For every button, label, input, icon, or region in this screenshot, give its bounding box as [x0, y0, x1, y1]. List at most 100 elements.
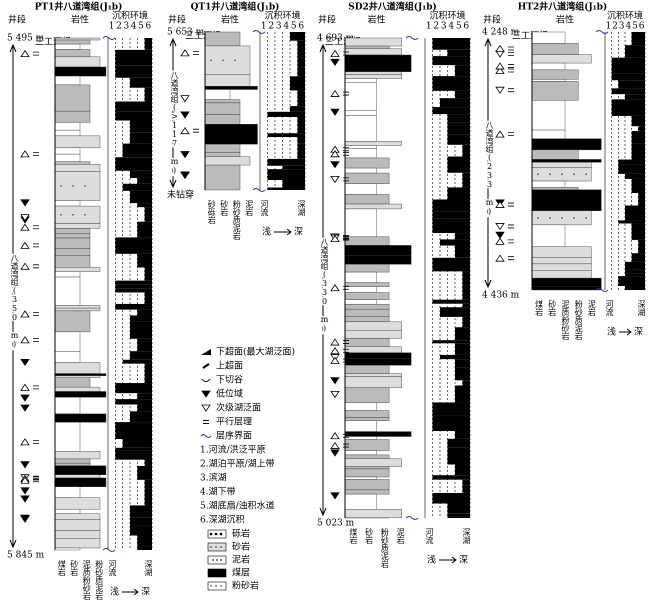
env-fill [432, 299, 470, 304]
arrow-head [169, 37, 177, 189]
lith-layer [344, 352, 412, 359]
lith-label: 泥岩 [245, 200, 254, 217]
lith-layer [531, 159, 602, 163]
env-fill [638, 239, 645, 254]
lith-layer [54, 386, 101, 392]
lith-layer [344, 167, 377, 174]
symbol [495, 62, 505, 70]
env-fill [115, 303, 152, 310]
symbol [180, 111, 190, 119]
env-fill [144, 267, 152, 281]
lith-layer [344, 329, 402, 339]
env-fill [611, 88, 645, 95]
env-fill [115, 111, 152, 121]
legend-text: 次级湖泛面 [216, 402, 261, 414]
lith-layer [54, 66, 107, 77]
env-fill [267, 111, 305, 117]
env-fill [130, 321, 152, 339]
env-fill [137, 465, 152, 480]
env-fill [432, 199, 470, 212]
parallel [343, 151, 349, 156]
parallel [343, 348, 349, 353]
header: 岩性 [556, 14, 574, 26]
dot [209, 532, 213, 536]
lith-layer [204, 124, 258, 145]
lith-layer [54, 413, 107, 423]
symbol [330, 58, 340, 67]
legend-text: 层序界面 [216, 430, 252, 442]
sym [200, 434, 212, 438]
lith-layer [54, 129, 81, 137]
lith-layer [54, 375, 101, 378]
header: 岩性 [71, 14, 89, 26]
scale-label: 1 [605, 22, 611, 32]
parallel [343, 236, 349, 240]
lith-layer [54, 147, 81, 155]
lith-layer [344, 54, 412, 73]
env-fill [618, 80, 645, 89]
symbol [495, 86, 505, 94]
env-fill [447, 134, 470, 145]
lith-label: 泥岩 [396, 528, 405, 545]
env-fill [122, 143, 152, 158]
symbol [330, 377, 340, 385]
lith-layer [344, 286, 377, 293]
parallel [33, 243, 39, 248]
env-label: 深湖 [637, 300, 646, 317]
symbol [20, 310, 30, 318]
lith-layer [344, 271, 377, 283]
symbol [20, 336, 30, 344]
lith-layer [344, 141, 402, 146]
symbol [20, 495, 30, 503]
scale-label: 3 [619, 22, 625, 32]
lith-layer [531, 138, 602, 151]
scale-label: 6 [639, 22, 645, 32]
lith-label: 泥质粉砂岩 [561, 300, 570, 341]
sand-dot [573, 217, 575, 219]
lith-layer [54, 164, 101, 172]
env-fill [440, 98, 470, 108]
env-fill [137, 404, 152, 412]
lith-layer [54, 237, 91, 249]
env-fill [144, 292, 152, 304]
env-fill [130, 120, 152, 133]
parallel [508, 88, 514, 93]
symbol [330, 175, 340, 184]
env-fill [432, 38, 470, 50]
parallel [508, 68, 514, 73]
env-fill [144, 87, 152, 102]
env-label: 河流 [605, 299, 614, 317]
lith-layer [531, 79, 566, 82]
env-fill [455, 464, 470, 476]
lith-layer [531, 187, 579, 190]
env-fill [432, 415, 470, 432]
lith-layer [54, 508, 81, 514]
sand-dot [234, 59, 236, 62]
env-fill [130, 77, 152, 88]
lith-layer [54, 519, 101, 531]
parallel [508, 239, 514, 244]
env-fill [144, 377, 152, 384]
env-fill [130, 505, 152, 518]
lith-layer [531, 62, 566, 71]
env-fill [115, 157, 152, 171]
symbol [20, 262, 30, 270]
legend-text: 泥岩 [232, 554, 250, 566]
lith-layer [344, 303, 390, 310]
symbol [330, 492, 340, 500]
header: 沉积环境 [429, 10, 465, 22]
env-fill [290, 32, 305, 41]
header: 井段 [318, 14, 336, 26]
env-fill [115, 399, 152, 405]
env-fill [462, 479, 470, 486]
lith-layer [54, 200, 81, 207]
lith-label: 砂岩 [365, 527, 374, 545]
env-label: 河流 [108, 559, 117, 577]
lith-label: 煤岩 [57, 559, 66, 577]
symbol [495, 200, 505, 208]
dot [220, 546, 222, 548]
symbol [330, 161, 340, 169]
arrow-head [9, 43, 17, 549]
sand-dot [72, 213, 74, 216]
symbol [20, 438, 30, 446]
